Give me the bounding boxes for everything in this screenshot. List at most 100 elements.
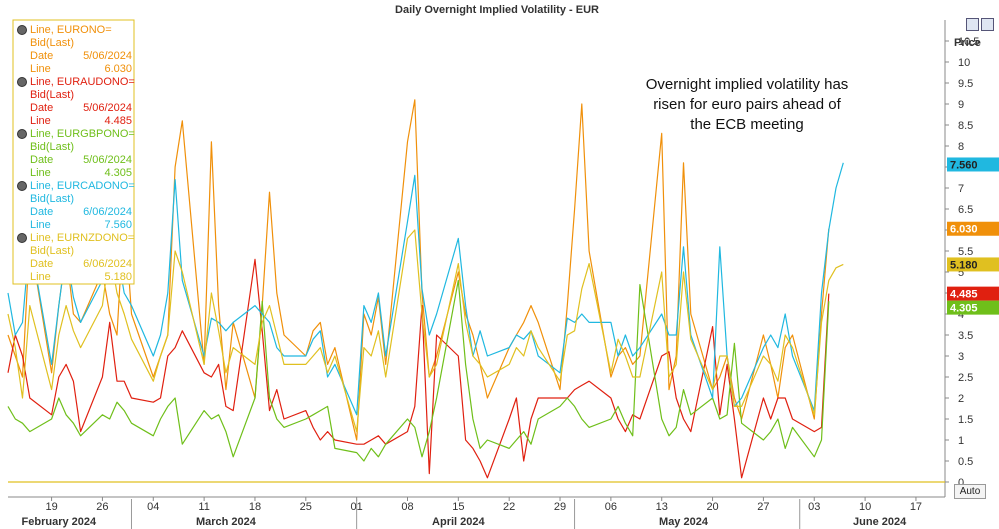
legend-last-date: 5/06/2024 (83, 50, 132, 62)
x-axis-months: February 2024 March 2024 April 2024 May 202… (22, 499, 907, 529)
legend-last-date: 5/06/2024 (83, 154, 132, 166)
series-line-eurgbpono (7, 279, 830, 462)
y-tick-label: 5.5 (958, 246, 973, 258)
auto-scale-button[interactable]: Auto (954, 484, 986, 499)
annotation-line: risen for euro pairs ahead of (653, 96, 841, 113)
y-tick-label: 0.5 (958, 456, 973, 468)
legend-clock-icon (17, 25, 27, 35)
month-label: February 2024 (22, 516, 97, 528)
value-tag-bg (947, 257, 999, 272)
y-tick-label: 5 (958, 267, 964, 279)
month-label: April 2024 (432, 516, 485, 528)
legend-field-label: Date (30, 102, 53, 114)
x-tick-label: 10 (859, 501, 871, 513)
legend-clock-icon (17, 181, 27, 191)
x-tick-label: 20 (706, 501, 718, 513)
y-tick-label: 9.5 (958, 78, 973, 90)
legend-field-label: Date (30, 50, 53, 62)
legend-field-label: Line (30, 271, 51, 283)
value-tag-label: 4.305 (950, 303, 978, 315)
y-tick-label: 1.5 (958, 414, 973, 426)
legend-last-value: 5.180 (104, 271, 132, 283)
legend-field-label: Line (30, 115, 51, 127)
series-line-eurono (7, 99, 830, 441)
series-line-eurcadono (7, 162, 844, 416)
value-tag-label: 6.030 (950, 224, 978, 236)
legend-clock-icon (17, 129, 27, 139)
x-tick-label: 29 (554, 501, 566, 513)
value-tag-label: 7.560 (950, 159, 978, 171)
chart-title: Daily Overnight Implied Volatility - EUR (395, 4, 599, 16)
x-tick-label: 08 (401, 501, 413, 513)
series-line-euraudono (7, 258, 830, 479)
value-tag-bg (947, 286, 999, 301)
chart-settings-icon[interactable] (981, 18, 994, 31)
x-tick-label: 03 (808, 501, 820, 513)
legend-field-label: Bid(Last) (30, 37, 74, 49)
month-label: June 2024 (853, 516, 907, 528)
legend-field-label: Bid(Last) (30, 89, 74, 101)
y-tick-label: 9 (958, 99, 964, 111)
y-tick-label: 4 (958, 309, 964, 321)
x-tick-label: 19 (45, 501, 57, 513)
legend-field-label: Date (30, 154, 53, 166)
y-tick-label: 2.5 (958, 372, 973, 384)
y-tick-label: 7 (958, 183, 964, 195)
chart-toolbar (966, 18, 996, 36)
y-axis-title: Price (954, 37, 981, 49)
x-tick-label: 04 (147, 501, 159, 513)
legend-field-label: Bid(Last) (30, 245, 74, 257)
y-tick-label: 8.5 (958, 120, 973, 132)
y-tick-label: 2 (958, 393, 964, 405)
legend-field-label: Date (30, 206, 53, 218)
x-tick-label: 25 (300, 501, 312, 513)
y-tick-label: 8 (958, 141, 964, 153)
legend-series-name: Line, EURAUDONO= (30, 76, 135, 88)
legend-last-value: 7.560 (104, 219, 132, 231)
legend-last-date: 6/06/2024 (83, 258, 132, 270)
y-tick-label: 10.5 (958, 36, 979, 48)
legend-field-label: Line (30, 219, 51, 231)
legend-clock-icon (17, 77, 27, 87)
legend-last-value: 4.485 (104, 115, 132, 127)
last-value-tags: 7.560 6.030 5.180 4.485 4.305 (947, 157, 999, 315)
legend-series-name: Line, EURCADONO= (30, 180, 135, 192)
legend-series-name: Line, EURONO= (30, 24, 112, 36)
series-line-eurnzdono (7, 229, 844, 433)
legend-box (12, 19, 135, 285)
month-label: March 2024 (196, 516, 257, 528)
value-tag-label: 4.485 (950, 289, 978, 301)
legend-clock-icon (17, 233, 27, 243)
y-tick-label: 10 (958, 57, 970, 69)
chart-layout-icon[interactable] (966, 18, 979, 31)
x-tick-label: 27 (757, 501, 769, 513)
legend-field-label: Line (30, 167, 51, 179)
x-tick-label: 11 (198, 501, 209, 513)
x-tick-label: 18 (249, 501, 261, 513)
y-tick-label: 3.5 (958, 330, 973, 342)
y-tick-label: 3 (958, 351, 964, 363)
legend-field-label: Line (30, 63, 51, 75)
legend-last-value: 4.305 (104, 167, 132, 179)
value-tag-bg (947, 157, 999, 172)
annotation-group: Overnight implied volatility has risen fo… (646, 76, 849, 133)
value-tag-bg (947, 300, 999, 315)
legend-last-date: 6/06/2024 (83, 206, 132, 218)
legend-series-name: Line, EURGBPONO= (30, 128, 135, 140)
x-tick-label: 13 (656, 501, 668, 513)
y-tick-label: 0 (958, 477, 964, 489)
legend-last-date: 5/06/2024 (83, 102, 132, 114)
plot-frame (8, 20, 946, 498)
y-tick-label: 6.5 (958, 204, 973, 216)
annotation-line: Overnight implied volatility has (646, 76, 849, 93)
x-tick-label: 06 (605, 501, 617, 513)
x-tick-label: 22 (503, 501, 515, 513)
legend-field-label: Bid(Last) (30, 193, 74, 205)
legend-last-value: 6.030 (104, 63, 132, 75)
x-tick-label: 26 (96, 501, 108, 513)
series-group (7, 99, 844, 479)
annotation-line: the ECB meeting (690, 116, 803, 133)
